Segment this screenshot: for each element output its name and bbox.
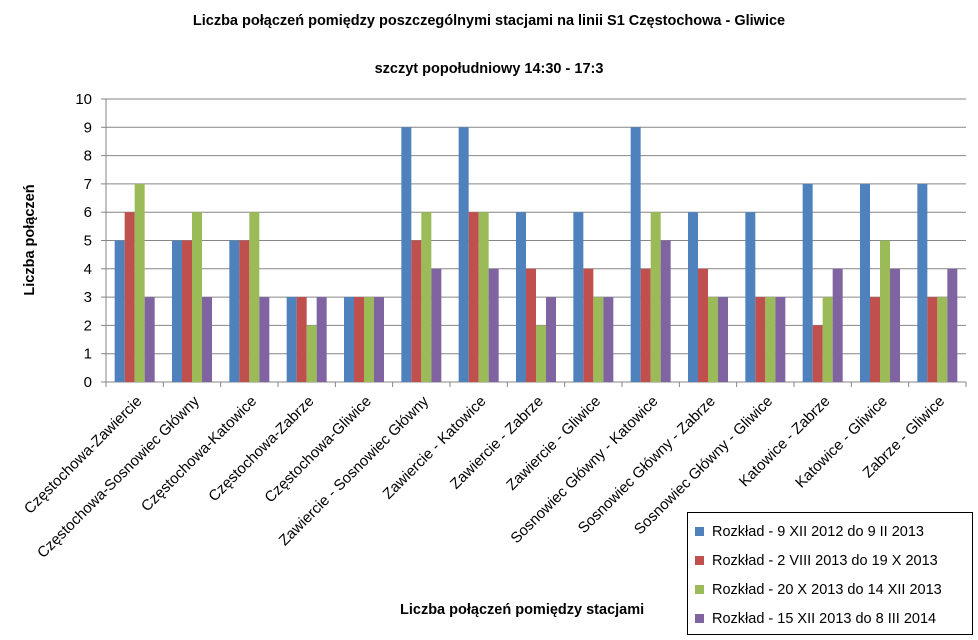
bar xyxy=(202,297,212,382)
bar xyxy=(144,297,155,382)
y-tick-label: 7 xyxy=(84,176,92,193)
bar xyxy=(688,212,698,382)
bar xyxy=(630,127,641,382)
bar xyxy=(917,183,928,382)
bar xyxy=(927,297,938,382)
bar xyxy=(708,297,718,382)
y-tick-label: 3 xyxy=(84,289,92,306)
bar xyxy=(890,268,900,382)
x-tick-label: Zawiercie - Katowice xyxy=(380,393,490,503)
bar xyxy=(937,297,948,382)
x-axis-label: Liczba połączeń pomiędzy stacjami xyxy=(400,602,645,618)
bar xyxy=(650,212,661,382)
y-axis-label: Liczba połączeń xyxy=(22,184,38,296)
bar xyxy=(516,212,526,382)
legend-label: Rozkład - 9 XII 2012 do 9 II 2013 xyxy=(712,523,924,540)
chart-title: Liczba połączeń pomiędzy poszczególnymi … xyxy=(192,13,786,29)
bar xyxy=(765,297,776,382)
x-tick-label: Częstochowa-Zabrze xyxy=(205,393,317,505)
legend-label: Rozkład - 15 XII 2013 do 8 III 2014 xyxy=(712,610,937,627)
legend-swatch xyxy=(695,556,704,565)
legend-item: Rozkład - 15 XII 2013 do 8 III 2014 xyxy=(688,604,972,633)
bar xyxy=(182,240,192,382)
bar xyxy=(229,240,240,382)
chart-subtitle: szczyt popołudniowy 14:30 - 17:3 xyxy=(374,61,604,77)
bar xyxy=(401,127,412,382)
legend-swatch xyxy=(695,614,704,623)
bar xyxy=(286,297,297,382)
bar xyxy=(488,268,499,382)
y-tick-label: 4 xyxy=(84,261,92,278)
bar xyxy=(698,268,708,382)
legend-label: Rozkład - 20 X 2013 do 14 XII 2013 xyxy=(712,581,942,598)
bar xyxy=(755,297,766,382)
legend-swatch xyxy=(695,585,704,594)
x-tick-label: Częstochowa-Katowice xyxy=(138,393,260,515)
bar xyxy=(640,268,651,382)
bar xyxy=(536,325,546,382)
bar xyxy=(124,212,135,382)
bar xyxy=(468,212,479,382)
y-tick-label: 5 xyxy=(84,233,92,250)
legend-label: Rozkład - 2 VIII 2013 do 19 X 2013 xyxy=(712,552,938,569)
bar xyxy=(458,127,469,382)
bar xyxy=(249,212,260,382)
bar xyxy=(134,183,145,382)
bar xyxy=(478,212,489,382)
bar xyxy=(860,183,870,382)
legend-swatch xyxy=(695,527,704,536)
bar xyxy=(344,297,354,382)
bar xyxy=(526,268,536,382)
bar xyxy=(192,212,202,382)
bar xyxy=(296,297,307,382)
bar xyxy=(870,297,880,382)
y-tick-label: 0 xyxy=(84,374,92,391)
bar xyxy=(421,212,432,382)
bar xyxy=(583,268,594,382)
x-tick-label: Częstochowa-Gliwice xyxy=(261,393,374,506)
bar xyxy=(947,268,958,382)
bar xyxy=(364,297,374,382)
bar xyxy=(822,297,833,382)
bar xyxy=(114,240,125,382)
bar xyxy=(354,297,364,382)
bar xyxy=(603,297,614,382)
bar xyxy=(880,240,890,382)
y-tick-label: 6 xyxy=(84,204,92,221)
bar xyxy=(775,297,786,382)
bar xyxy=(411,240,422,382)
bar xyxy=(812,325,823,382)
legend-item: Rozkład - 9 XII 2012 do 9 II 2013 xyxy=(688,517,972,546)
y-tick-label: 2 xyxy=(84,317,92,334)
bar xyxy=(316,297,327,382)
bar xyxy=(832,268,843,382)
bar xyxy=(259,297,270,382)
bar xyxy=(745,212,756,382)
legend: Rozkład - 9 XII 2012 do 9 II 2013 Rozkła… xyxy=(687,512,973,635)
legend-item: Rozkład - 2 VIII 2013 do 19 X 2013 xyxy=(688,546,972,575)
bar xyxy=(239,240,250,382)
bar xyxy=(573,212,584,382)
y-tick-label: 1 xyxy=(84,346,92,363)
bar xyxy=(306,325,317,382)
bar xyxy=(660,240,671,382)
bar xyxy=(593,297,604,382)
bar xyxy=(431,268,442,382)
legend-item: Rozkład - 20 X 2013 do 14 XII 2013 xyxy=(688,575,972,604)
bar xyxy=(172,240,182,382)
x-tick-label: Częstochowa-Zawiercie xyxy=(21,393,146,518)
bar xyxy=(718,297,728,382)
y-tick-label: 9 xyxy=(84,119,92,136)
y-tick-label: 8 xyxy=(84,148,92,165)
bar xyxy=(802,183,813,382)
bar xyxy=(546,297,556,382)
y-tick-label: 10 xyxy=(75,91,92,108)
bar xyxy=(374,297,384,382)
